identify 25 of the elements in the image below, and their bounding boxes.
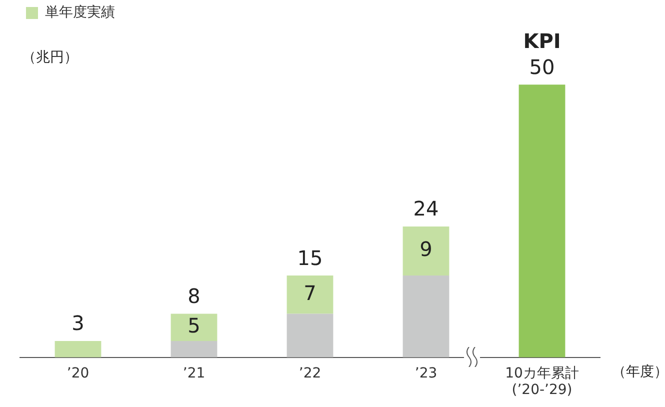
bar (402, 276, 450, 358)
total-label: 50 (529, 54, 555, 79)
bar (286, 314, 334, 358)
x-tick-label: ’20 (66, 365, 90, 382)
x-axis-title: （年度） (612, 364, 665, 380)
data-label: 7 (304, 280, 316, 305)
data-label: 5 (188, 314, 200, 338)
x-tick-label: ’21 (182, 365, 206, 382)
annotation: KPI (523, 28, 561, 53)
bar (170, 341, 218, 358)
bar (54, 341, 102, 358)
total-label: 15 (297, 246, 323, 270)
legend-label: 単年度実績 (45, 4, 115, 21)
bar (402, 226, 450, 276)
data-label: 9 (420, 237, 432, 262)
bar (286, 276, 334, 314)
bar (170, 314, 218, 342)
total-label: 24 (413, 196, 439, 221)
total-label: 3 (72, 311, 84, 336)
y-axis-title: （兆円） (22, 50, 78, 66)
x-tick-label: ’23 (414, 365, 438, 382)
x-tick-label: ’22 (298, 365, 322, 382)
x-tick-label: 10カ年累計 (’20-’29) (505, 365, 579, 398)
total-label: 8 (188, 284, 200, 308)
bar (518, 84, 566, 358)
